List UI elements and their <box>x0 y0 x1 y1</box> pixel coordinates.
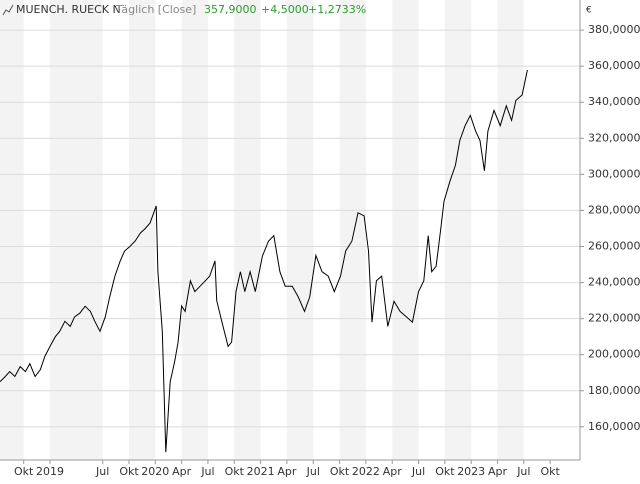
y-tick-label: 300,0000 <box>588 167 640 180</box>
x-tick-label: 2019 <box>36 465 64 478</box>
band <box>0 0 24 460</box>
x-tick-label: Jul <box>411 465 425 478</box>
y-tick-label: 240,0000 <box>588 276 640 289</box>
y-tick-label: 380,0000 <box>588 23 640 36</box>
change-pct: +1,2733% <box>308 3 366 16</box>
band <box>497 0 524 460</box>
x-tick-label: 2023 <box>457 465 485 478</box>
y-tick-label: 180,0000 <box>588 384 640 397</box>
y-unit: € <box>586 6 592 16</box>
x-tick-label: 2022 <box>352 465 380 478</box>
subtitle: Täglich [Close] <box>115 3 196 16</box>
band <box>234 0 261 460</box>
x-tick-label: Jul <box>516 465 530 478</box>
band <box>392 0 419 460</box>
y-tick-label: 280,0000 <box>588 203 640 216</box>
x-tick-label: Apr <box>277 465 297 478</box>
y-tick-label: 320,0000 <box>588 131 640 144</box>
x-tick-label: Okt <box>14 465 34 478</box>
band <box>50 0 103 460</box>
x-tick-label: Okt <box>225 465 245 478</box>
x-tick-label: Jul <box>200 465 214 478</box>
x-tick-label: Apr <box>383 465 403 478</box>
line-icon <box>2 4 14 16</box>
band <box>444 0 472 460</box>
change: +4,5000 <box>261 3 309 16</box>
x-tick-label: Okt <box>330 465 350 478</box>
band <box>339 0 366 460</box>
band <box>128 0 156 460</box>
x-tick-label: Okt <box>435 465 455 478</box>
y-tick-label: 260,0000 <box>588 239 640 252</box>
x-tick-label: Okt <box>540 465 560 478</box>
x-tick-label: Okt <box>119 465 139 478</box>
y-tick-label: 340,0000 <box>588 95 640 108</box>
y-tick-label: 220,0000 <box>588 312 640 325</box>
bands <box>0 0 524 460</box>
x-tick-label: Jul <box>95 465 109 478</box>
x-tick-label: 2020 <box>141 465 169 478</box>
x-tick-label: 2021 <box>247 465 275 478</box>
y-tick-label: 200,0000 <box>588 348 640 361</box>
last-price: 357,9000 <box>204 3 257 16</box>
band <box>181 0 208 460</box>
y-tick-label: 160,0000 <box>588 420 640 433</box>
band <box>286 0 314 460</box>
price-line <box>0 69 528 453</box>
grid <box>0 29 580 428</box>
x-tick-label: Apr <box>172 465 192 478</box>
y-tick-label: 360,0000 <box>588 59 640 72</box>
chart-title: MUENCH. RUECK N <box>16 3 121 16</box>
x-tick-label: Jul <box>306 465 320 478</box>
x-tick-label: Apr <box>488 465 508 478</box>
